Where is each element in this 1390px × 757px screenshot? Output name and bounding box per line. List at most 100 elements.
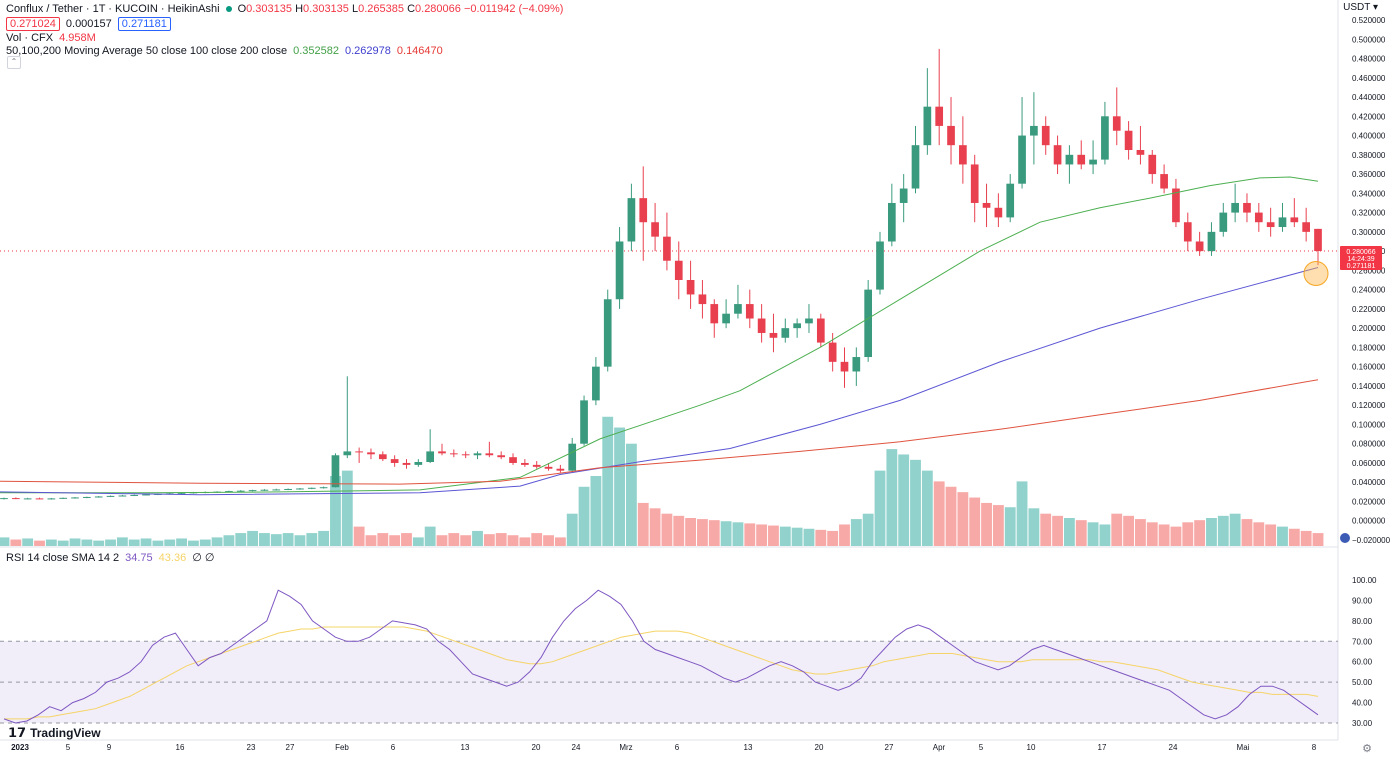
price-axis-label: 0.100000 xyxy=(1352,420,1386,429)
currency-selector[interactable]: USDT ▾ xyxy=(1343,2,1378,13)
rsi-axis-label: 50.00 xyxy=(1352,678,1373,687)
candle-body xyxy=(367,452,375,455)
symbol-title: Conflux / Tether · 1T · KUCOIN · HeikinA… xyxy=(6,3,220,15)
candle-body xyxy=(793,323,801,329)
volume-bar xyxy=(81,539,93,546)
candle-body xyxy=(11,498,20,500)
time-axis-label: 13 xyxy=(744,743,753,752)
time-axis-label: 6 xyxy=(391,743,396,752)
candle-body xyxy=(698,294,707,305)
volume-legend: Vol · CFX 4.958M xyxy=(6,31,96,45)
candle-body xyxy=(1136,150,1145,155)
candle-body xyxy=(426,451,435,462)
market-status-icon xyxy=(225,6,232,12)
price-axis-label: 0.000000 xyxy=(1352,517,1386,526)
candle-body xyxy=(627,198,636,242)
candle-body xyxy=(935,106,944,126)
volume-bar xyxy=(199,539,211,546)
volume-bar xyxy=(566,513,578,546)
time-axis-label: 5 xyxy=(66,743,71,752)
candle-body xyxy=(449,453,458,455)
candle-body xyxy=(390,459,399,463)
rsi-legend: RSI 14 close SMA 14 2 34.75 43.36 ∅ ∅ xyxy=(6,551,214,565)
candle-body xyxy=(757,318,766,333)
ask-price-button[interactable]: 0.271181 xyxy=(117,17,171,31)
tradingview-logo[interactable]: 𝟭𝟳 TradingView xyxy=(8,725,101,740)
candle-body xyxy=(497,455,506,458)
price-axis-label: 0.340000 xyxy=(1352,189,1386,198)
volume-bar xyxy=(519,537,531,546)
candle-body xyxy=(1183,222,1192,242)
volume-bar xyxy=(1111,513,1123,546)
candle-body xyxy=(734,304,742,314)
volume-bar xyxy=(791,527,803,546)
candle-body xyxy=(556,468,565,471)
candle-body xyxy=(603,299,612,367)
volume-bar xyxy=(779,526,791,546)
candle-body xyxy=(485,453,494,456)
candle-body xyxy=(769,332,778,338)
candle-body xyxy=(59,497,68,499)
candle-body xyxy=(840,361,849,372)
volume-bar xyxy=(412,537,424,546)
volume-bar xyxy=(697,519,708,546)
settings-gear-icon[interactable]: ⚙ xyxy=(1362,743,1372,755)
candle-body xyxy=(745,304,754,319)
candle-body xyxy=(781,328,790,338)
volume-bar xyxy=(1099,524,1111,546)
volume-bar xyxy=(1123,515,1135,546)
volume-bar xyxy=(306,533,318,546)
time-axis-label: 16 xyxy=(176,743,185,752)
price-axis-label: 0.120000 xyxy=(1352,401,1386,410)
time-axis-label: 27 xyxy=(286,743,295,752)
candle-body xyxy=(236,490,245,492)
candle-body xyxy=(592,366,600,401)
volume-bar xyxy=(614,427,625,546)
candle-body xyxy=(402,462,411,465)
rsi-axis-label: 90.00 xyxy=(1352,596,1373,605)
volume-bar xyxy=(69,538,81,546)
collapse-legend-button[interactable]: ⌃ xyxy=(7,56,21,69)
volume-bar xyxy=(282,533,294,546)
volume-bar xyxy=(1194,520,1206,546)
volume-bar xyxy=(247,530,259,546)
candle-body xyxy=(674,260,683,280)
price-axis-label: 0.420000 xyxy=(1352,112,1386,121)
volume-bar xyxy=(1040,513,1052,546)
time-axis-label: 2023 xyxy=(11,743,29,752)
volume-bar xyxy=(803,528,815,546)
candle-body xyxy=(686,280,695,295)
volume-bar xyxy=(732,522,744,546)
price-axis-label: 0.480000 xyxy=(1352,55,1386,64)
highlight-circle xyxy=(1303,261,1329,287)
volume-bar xyxy=(1028,508,1040,546)
candle-body xyxy=(521,462,529,465)
volume-bar xyxy=(187,540,199,546)
price-axis-label: 0.400000 xyxy=(1352,132,1386,141)
volume-bar xyxy=(223,535,235,546)
rsi-axis-label: 100.00 xyxy=(1352,576,1377,585)
volume-bar xyxy=(424,526,436,546)
volume-bar xyxy=(1063,518,1075,546)
volume-bar xyxy=(1135,519,1146,546)
candle-body xyxy=(225,491,233,493)
candle-body xyxy=(710,304,719,324)
volume-bar xyxy=(1075,520,1087,546)
last-price-tag xyxy=(1340,246,1382,271)
volume-bar xyxy=(708,520,720,546)
volume-bar xyxy=(957,492,969,546)
time-axis-label: Feb xyxy=(335,743,349,752)
volume-bar xyxy=(93,540,105,546)
candle-body xyxy=(805,318,813,324)
bid-price-button[interactable]: 0.271024 xyxy=(6,17,60,31)
candle-body xyxy=(947,125,955,146)
candle-body xyxy=(1160,174,1168,189)
candle-body xyxy=(1314,228,1322,252)
candle-body xyxy=(1124,130,1133,150)
candle-body xyxy=(272,489,281,491)
volume-bar xyxy=(1087,522,1099,546)
volume-bar xyxy=(365,535,377,546)
volume-bar xyxy=(933,481,945,546)
time-axis-label: 6 xyxy=(675,743,680,752)
